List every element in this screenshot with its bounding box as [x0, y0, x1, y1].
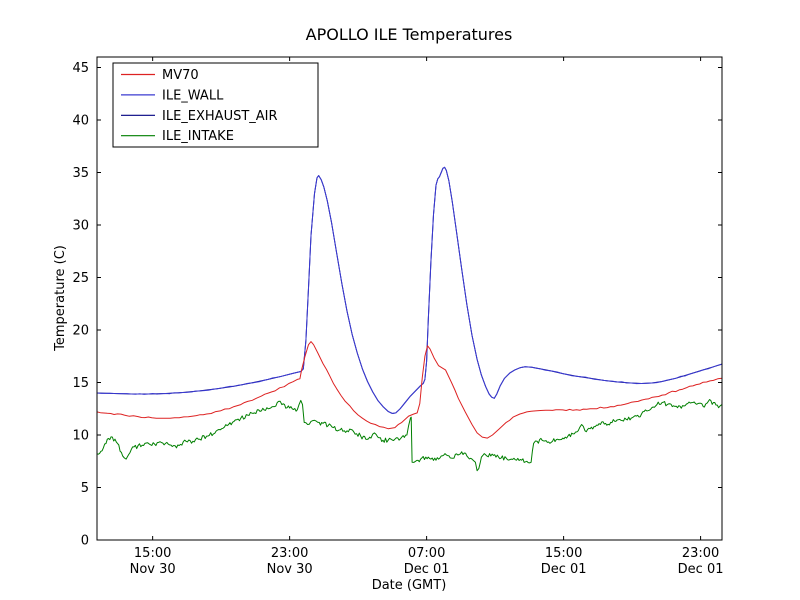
y-tick-label: 35 — [72, 166, 89, 181]
series-line-ILE_EXHAUST_AIR — [96, 166, 723, 414]
x-tick-label-time: 15:00 — [134, 546, 171, 561]
x-tick-label-time: 23:00 — [682, 546, 719, 561]
legend-label-ILE_WALL: ILE_WALL — [162, 88, 224, 103]
y-tick-label: 30 — [72, 219, 89, 234]
x-tick-label-time: 23:00 — [271, 546, 308, 561]
x-tick-label-time: 07:00 — [408, 546, 445, 561]
y-tick-label: 25 — [72, 271, 89, 286]
x-tick-label-date: Dec 01 — [678, 562, 724, 577]
y-tick-label: 40 — [72, 114, 89, 129]
y-axis-label: Temperature (C) — [53, 245, 68, 352]
x-tick-label-date: Nov 30 — [130, 562, 176, 577]
series-line-ILE_WALL — [96, 166, 723, 414]
chart-title: APOLLO ILE Temperatures — [306, 25, 513, 44]
legend-box — [112, 62, 319, 148]
y-tick-label: 20 — [72, 324, 89, 339]
series-line-ILE_INTAKE — [96, 399, 723, 472]
axes-frame — [96, 56, 723, 541]
y-tick-label: 10 — [72, 429, 89, 444]
y-tick-label: 5 — [81, 481, 89, 496]
x-tick-label-date: Nov 30 — [267, 562, 313, 577]
legend-label-ILE_EXHAUST_AIR: ILE_EXHAUST_AIR — [162, 109, 278, 124]
x-tick-label-date: Dec 01 — [404, 562, 450, 577]
series-line-MV70 — [96, 341, 723, 439]
legend-label-ILE_INTAKE: ILE_INTAKE — [162, 129, 234, 144]
y-tick-label: 45 — [72, 61, 89, 76]
x-tick-label-date: Dec 01 — [541, 562, 587, 577]
legend-label-MV70: MV70 — [162, 68, 199, 83]
y-tick-label: 0 — [81, 534, 89, 549]
x-tick-label-time: 15:00 — [545, 546, 582, 561]
x-axis-label: Date (GMT) — [372, 578, 447, 593]
y-tick-label: 15 — [72, 376, 89, 391]
